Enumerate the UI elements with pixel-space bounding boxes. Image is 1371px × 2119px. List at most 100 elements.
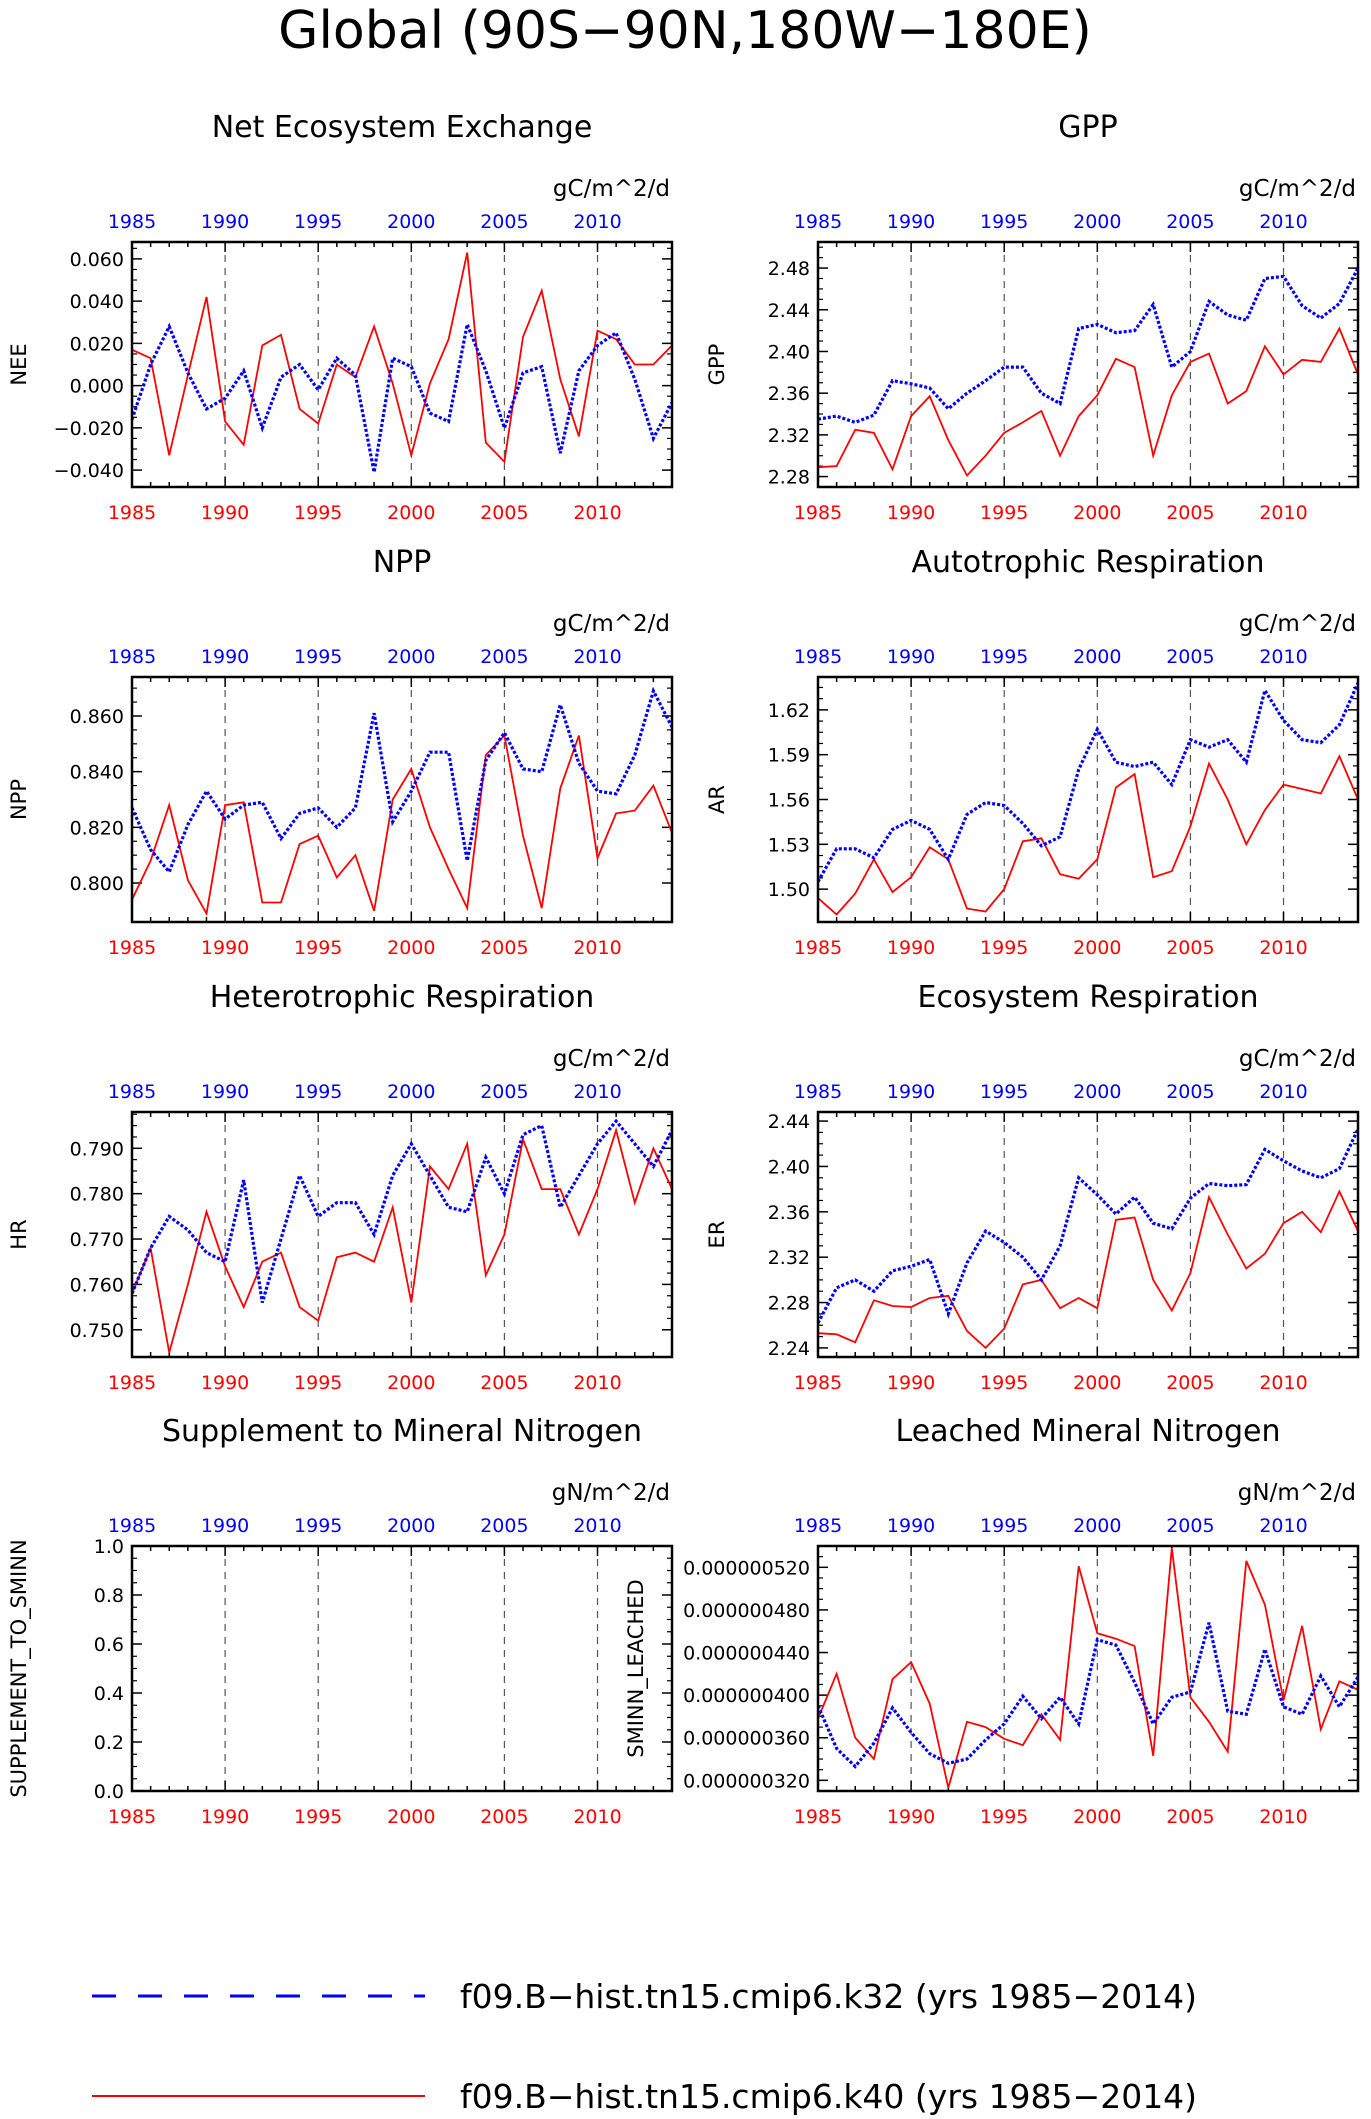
y-axis-label: GPP (705, 344, 729, 386)
x-tick-label-bottom: 2000 (387, 502, 435, 524)
y-tick-label: 0.020 (70, 333, 124, 355)
x-tick-label-top: 1995 (294, 1081, 342, 1103)
x-tick-label-top: 1990 (887, 211, 935, 233)
x-tick-label-bottom: 2000 (1073, 1806, 1121, 1828)
y-tick-label: 0.860 (70, 706, 124, 728)
x-tick-label-bottom: 1990 (201, 1372, 249, 1394)
panel-hr: Heterotrophic Respiration gC/m^2/d 1985 199… (7, 980, 674, 1394)
x-tick-label-bottom: 1985 (108, 937, 156, 959)
x-tick-label-bottom: 2010 (573, 1372, 621, 1394)
x-tick-label-bottom: 1995 (294, 1372, 342, 1394)
y-tick-label: 2.36 (768, 1202, 810, 1224)
x-tick-label-bottom: 2000 (387, 1372, 435, 1394)
x-tick-label-bottom: 1995 (294, 502, 342, 524)
x-tick-label-bottom: 2000 (387, 1806, 435, 1828)
x-tick-label-top: 2010 (573, 646, 621, 668)
x-tick-label-bottom: 2005 (1166, 1806, 1214, 1828)
y-tick-label: 0.000000480 (683, 1600, 810, 1622)
y-tick-label: 2.24 (768, 1338, 810, 1360)
units-label: gN/m^2/d (1238, 1480, 1356, 1506)
x-tick-label-bottom: 2010 (573, 1806, 621, 1828)
x-tick-label-top: 1990 (201, 1081, 249, 1103)
series-line-k40 (818, 1189, 1358, 1350)
x-tick-label-top: 1995 (980, 211, 1028, 233)
y-tick-label: 0.790 (70, 1138, 124, 1160)
x-tick-label-top: 2005 (1166, 211, 1214, 233)
x-tick-label-bottom: 2000 (1073, 937, 1121, 959)
x-tick-label-top: 1995 (294, 1515, 342, 1537)
x-tick-label-bottom: 1990 (887, 502, 935, 524)
y-tick-label: 0.840 (70, 762, 124, 784)
y-tick-label: 2.28 (768, 1293, 810, 1315)
plot-frame (816, 240, 1360, 489)
x-tick-label-top: 1985 (794, 646, 842, 668)
panel-sminn_leached: Leached Mineral Nitrogen gN/m^2/d 1985 1990… (624, 1414, 1360, 1828)
x-tick-label-top: 1985 (108, 211, 156, 233)
y-tick-label: 1.0 (94, 1536, 124, 1558)
panel-supplement_to_sminn: Supplement to Mineral Nitrogen gN/m^2/d 19… (7, 1414, 674, 1828)
figure-title: Global (90S−90N,180W−180E) (278, 1, 1092, 61)
y-tick-label: 0.040 (70, 291, 124, 313)
x-tick-label-bottom: 2005 (480, 502, 528, 524)
y-tick-label: 2.44 (768, 1111, 810, 1133)
y-tick-label: 1.59 (768, 745, 810, 767)
y-tick-label: 2.44 (768, 300, 810, 322)
x-tick-label-top: 2000 (387, 646, 435, 668)
x-tick-label-top: 2010 (1259, 1081, 1307, 1103)
plot-frame (816, 1110, 1360, 1359)
x-tick-label-bottom: 2005 (1166, 937, 1214, 959)
x-tick-label-bottom: 1990 (887, 1372, 935, 1394)
x-tick-label-top: 2005 (1166, 646, 1214, 668)
x-tick-label-bottom: 1985 (794, 1372, 842, 1394)
series-line-k32 (818, 682, 1358, 883)
x-tick-label-bottom: 2005 (480, 1372, 528, 1394)
legend: f09.B−hist.tn15.cmip6.k32 (yrs 1985−2014… (92, 1977, 1197, 2116)
x-tick-label-top: 2000 (1073, 1081, 1121, 1103)
x-tick-label-top: 1990 (201, 1515, 249, 1537)
y-tick-label: −0.040 (54, 460, 124, 482)
panel-gpp: GPP gC/m^2/d 1985 1990 1995 2000 2005 2010 1985 1… (705, 110, 1360, 524)
x-tick-label-bottom: 1995 (980, 502, 1028, 524)
x-tick-label-bottom: 2000 (1073, 502, 1121, 524)
x-tick-label-bottom: 1995 (980, 1806, 1028, 1828)
y-tick-label: 0.000000320 (683, 1770, 810, 1792)
y-tick-label: −0.020 (54, 418, 124, 440)
x-tick-label-top: 1995 (980, 1081, 1028, 1103)
y-tick-label: 0.000000440 (683, 1643, 810, 1665)
series-line-k32 (818, 1622, 1358, 1769)
series-line-k32 (818, 267, 1358, 425)
y-tick-label: 2.40 (768, 341, 810, 363)
units-label: gC/m^2/d (553, 611, 670, 637)
y-tick-label: 2.32 (768, 1247, 810, 1269)
y-tick-label: 0.8 (94, 1585, 124, 1607)
x-tick-label-bottom: 2010 (573, 937, 621, 959)
x-tick-label-top: 1990 (887, 1081, 935, 1103)
x-tick-label-bottom: 1985 (794, 937, 842, 959)
y-tick-label: 0.800 (70, 873, 124, 895)
y-tick-label: 2.36 (768, 383, 810, 405)
series-line-k32 (818, 1128, 1358, 1324)
x-tick-label-top: 1995 (294, 646, 342, 668)
x-tick-label-top: 2000 (1073, 211, 1121, 233)
y-tick-label: 1.56 (768, 790, 810, 812)
x-tick-label-top: 1985 (108, 1515, 156, 1537)
panel-title: NPP (373, 545, 432, 580)
panels-group: Net Ecosystem Exchange gC/m^2/d 1985 1990 19… (7, 110, 1360, 1828)
x-tick-label-top: 2010 (573, 211, 621, 233)
units-label: gC/m^2/d (1239, 1046, 1356, 1072)
x-tick-label-top: 2010 (1259, 211, 1307, 233)
x-tick-label-bottom: 1990 (201, 1806, 249, 1828)
x-tick-label-top: 1995 (980, 1515, 1028, 1537)
units-label: gC/m^2/d (1239, 611, 1356, 637)
panel-title: GPP (1058, 110, 1117, 145)
panel-title: Leached Mineral Nitrogen (896, 1414, 1281, 1449)
x-tick-label-bottom: 2000 (387, 937, 435, 959)
x-tick-label-bottom: 1990 (201, 502, 249, 524)
y-tick-label: 0.820 (70, 817, 124, 839)
x-tick-label-top: 1985 (794, 211, 842, 233)
y-axis-label: SMINN_LEACHED (624, 1579, 649, 1757)
x-tick-label-bottom: 2000 (1073, 1372, 1121, 1394)
plot-frame (130, 1110, 674, 1359)
x-tick-label-bottom: 2005 (480, 1806, 528, 1828)
x-tick-label-top: 2005 (480, 1515, 528, 1537)
